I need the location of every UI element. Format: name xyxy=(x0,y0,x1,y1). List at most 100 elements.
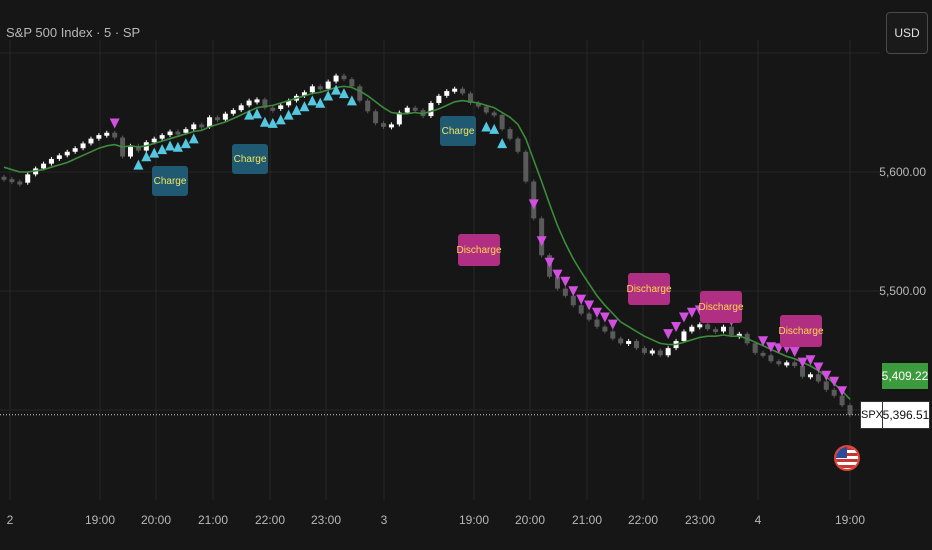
discharge-marker xyxy=(536,236,547,247)
candle-body xyxy=(428,102,434,117)
discharge-marker xyxy=(568,286,579,297)
discharge-tag: Discharge xyxy=(698,291,744,323)
discharge-tag: Discharge xyxy=(456,234,502,266)
candle-body xyxy=(238,105,244,111)
charge-marker xyxy=(481,121,492,132)
candle-body xyxy=(270,107,276,111)
candle-body xyxy=(784,362,790,366)
discharge-marker xyxy=(789,346,800,357)
us-flag-icon[interactable] xyxy=(834,445,860,471)
candle-body xyxy=(135,145,141,151)
candle-body xyxy=(847,405,853,415)
discharge-marker xyxy=(758,336,769,347)
candle-body xyxy=(570,295,576,306)
candle-body xyxy=(752,343,758,353)
charge-marker xyxy=(338,88,349,99)
candle-body xyxy=(41,163,47,169)
candle-body xyxy=(507,129,513,139)
charge-marker xyxy=(244,109,255,120)
charge-marker xyxy=(331,84,342,95)
candle-body xyxy=(341,75,347,80)
candle-body xyxy=(404,107,410,113)
candle-body xyxy=(792,362,798,366)
candle-body xyxy=(56,155,62,159)
candle-body xyxy=(839,395,845,406)
candle-body xyxy=(515,138,521,152)
candle-body xyxy=(681,331,687,341)
candle-body xyxy=(800,365,806,377)
candle-body xyxy=(807,374,813,378)
charge-marker xyxy=(291,104,302,115)
last-price-label: 5,396.51 xyxy=(882,401,930,429)
discharge-marker xyxy=(797,357,808,368)
candle-body xyxy=(396,112,402,125)
charge-marker xyxy=(172,141,183,152)
charge-tag: Charge xyxy=(440,116,476,146)
candle-body xyxy=(207,117,213,127)
candle-body xyxy=(602,326,608,332)
candle-body xyxy=(436,95,442,103)
time-tick-label: 3 xyxy=(380,513,388,527)
time-tick-label: 21:00 xyxy=(571,513,603,527)
candle-body xyxy=(112,132,118,138)
candle-body xyxy=(388,124,394,128)
time-tick-label: 23:00 xyxy=(310,513,342,527)
candle-body xyxy=(183,129,189,133)
currency-button[interactable]: USD xyxy=(886,12,928,54)
candle-body xyxy=(214,117,220,121)
candle-body xyxy=(523,151,529,182)
candle-body xyxy=(776,361,782,365)
candle-body xyxy=(728,326,734,336)
charge-marker xyxy=(307,95,318,106)
candle-body xyxy=(626,340,632,344)
discharge-marker xyxy=(584,300,595,311)
candle-body xyxy=(88,138,94,144)
discharge-marker xyxy=(686,307,697,318)
candle-body xyxy=(80,143,86,149)
candle-body xyxy=(499,114,505,130)
discharge-marker xyxy=(837,386,848,397)
charge-marker xyxy=(188,133,199,144)
discharge-marker xyxy=(805,355,816,366)
discharge-marker xyxy=(765,342,776,353)
time-tick-label: 19:00 xyxy=(834,513,866,527)
candle-body xyxy=(64,151,70,156)
time-tick-label: 21:00 xyxy=(197,513,229,527)
candle-body xyxy=(104,132,110,136)
candle-body xyxy=(262,99,268,108)
discharge-marker xyxy=(576,294,587,305)
candle-body xyxy=(594,319,600,327)
candle-body xyxy=(309,86,315,93)
candle-body xyxy=(72,148,78,152)
candle-body xyxy=(254,99,260,103)
discharge-marker xyxy=(678,312,689,323)
candle-body xyxy=(618,338,624,344)
time-tick-label: 19:00 xyxy=(458,513,490,527)
charge-tag: Charge xyxy=(232,144,268,174)
discharge-marker xyxy=(829,376,840,387)
moving-average-line xyxy=(3,85,851,400)
charge-marker xyxy=(259,116,270,127)
time-tick-label: 4 xyxy=(754,513,762,527)
discharge-marker xyxy=(528,199,539,210)
candle-body xyxy=(412,107,418,111)
candle-body xyxy=(736,333,742,337)
candle-body xyxy=(554,276,560,289)
price-tick-label: 5,500.00 xyxy=(879,284,926,298)
candle-body xyxy=(665,348,671,356)
charge-marker xyxy=(497,138,508,149)
charge-marker xyxy=(141,151,152,162)
candle-body xyxy=(317,86,323,90)
charge-marker xyxy=(165,140,176,151)
candle-body xyxy=(689,326,695,332)
candle-body xyxy=(578,305,584,314)
discharge-marker xyxy=(544,257,555,268)
candle-body xyxy=(222,113,228,120)
candle-body xyxy=(697,324,703,328)
charge-marker xyxy=(275,114,286,125)
candle-body xyxy=(720,326,726,332)
discharge-marker xyxy=(813,362,824,373)
ma-line-path xyxy=(3,85,851,400)
candle-body xyxy=(365,100,371,112)
